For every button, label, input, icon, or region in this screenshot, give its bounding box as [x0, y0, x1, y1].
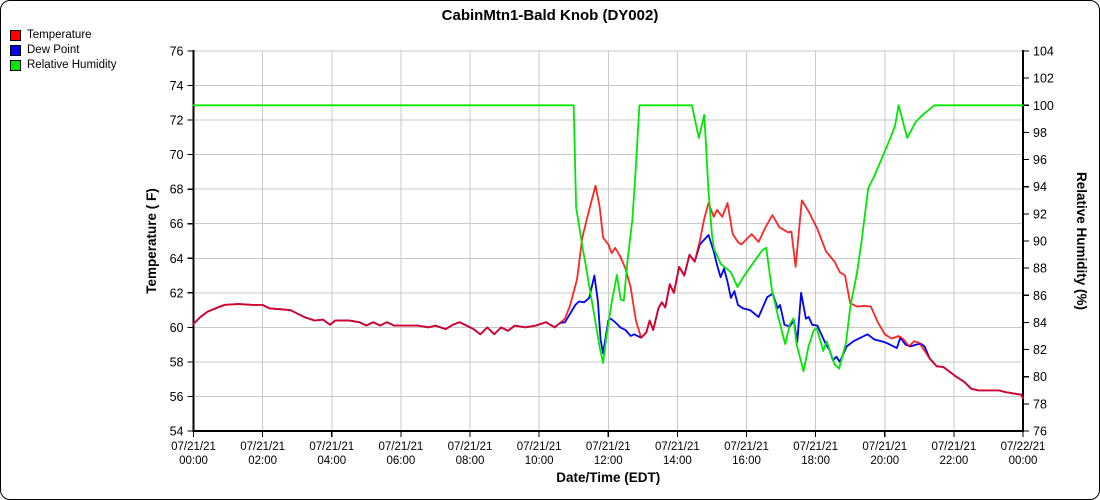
- x-tick-date-label: 07/21/21: [862, 441, 907, 453]
- y-left-tick-label: 76: [170, 45, 184, 59]
- x-tick-date-label: 07/21/21: [171, 441, 216, 453]
- x-tick-time-label: 08:00: [456, 455, 485, 467]
- x-tick-date-label: 07/21/21: [655, 441, 700, 453]
- x-tick-date-label: 07/21/21: [378, 441, 423, 453]
- y-right-tick-label: 76: [1033, 425, 1047, 439]
- x-tick-date-label: 07/21/21: [309, 441, 354, 453]
- x-tick-time-label: 16:00: [732, 455, 761, 467]
- x-tick-time-label: 14:00: [663, 455, 692, 467]
- relative-humidity-line: [192, 104, 1024, 373]
- x-tick-time-label: 20:00: [870, 455, 899, 467]
- temperature-line: [192, 184, 1024, 400]
- legend-item-temperature: Temperature: [10, 28, 116, 42]
- y-right-tick-label: 96: [1033, 153, 1047, 167]
- x-tick-time-label: 06:00: [386, 455, 415, 467]
- x-tick-date-label: 07/21/21: [586, 441, 631, 453]
- y-left-tick-label: 54: [170, 425, 184, 439]
- dew-point-swatch-icon: [10, 44, 21, 56]
- x-tick-time-label: 10:00: [525, 455, 554, 467]
- relative-humidity-swatch-icon: [10, 59, 21, 71]
- y-right-tick-label: 102: [1033, 72, 1054, 86]
- x-tick-time-label: 04:00: [317, 455, 346, 467]
- x-axis-title: Date/Time (EDT): [556, 470, 660, 485]
- y-right-tick-label: 98: [1033, 126, 1047, 140]
- legend-item-dew-point: Dew Point: [10, 43, 116, 57]
- y-left-tick-label: 64: [170, 252, 184, 266]
- x-tick-date-label: 07/21/21: [517, 441, 562, 453]
- legend: Temperature Dew Point Relative Humidity: [10, 28, 116, 73]
- y-right-axis-title: Relative Humidity (%): [1074, 172, 1089, 310]
- legend-label: Temperature: [27, 29, 92, 41]
- y-right-tick-label: 80: [1033, 370, 1047, 384]
- x-tick-date-label: 07/21/21: [931, 441, 976, 453]
- x-tick-time-label: 00:00: [1009, 455, 1038, 467]
- y-right-tick-label: 92: [1033, 207, 1047, 221]
- y-left-tick-label: 72: [170, 114, 184, 128]
- y-left-axis-title: Temperature ( F): [144, 188, 159, 294]
- y-left-tick-label: 74: [170, 79, 184, 93]
- y-right-tick-label: 88: [1033, 262, 1047, 276]
- x-tick-date-label: 07/21/21: [724, 441, 769, 453]
- y-left-tick-label: 60: [170, 321, 184, 335]
- x-tick-time-label: 00:00: [179, 455, 208, 467]
- x-tick-time-label: 02:00: [248, 455, 277, 467]
- temperature-swatch-icon: [10, 29, 21, 41]
- y-right-tick-label: 100: [1033, 99, 1054, 113]
- x-tick-time-label: 18:00: [801, 455, 830, 467]
- x-tick-time-label: 12:00: [594, 455, 623, 467]
- x-tick-date-label: 07/21/21: [240, 441, 285, 453]
- y-left-tick-label: 66: [170, 217, 184, 231]
- y-right-tick-label: 84: [1033, 316, 1047, 330]
- y-right-tick-label: 104: [1033, 45, 1054, 59]
- legend-label: Dew Point: [27, 44, 80, 56]
- y-left-tick-label: 58: [170, 355, 184, 369]
- y-right-tick-label: 90: [1033, 235, 1047, 249]
- y-right-tick-label: 86: [1033, 289, 1047, 303]
- x-tick-date-label: 07/22/21: [1001, 441, 1046, 453]
- y-left-tick-label: 68: [170, 183, 184, 197]
- y-left-tick-label: 56: [170, 390, 184, 404]
- legend-label: Relative Humidity: [27, 59, 117, 71]
- y-left-tick-label: 62: [170, 286, 184, 300]
- x-tick-date-label: 07/21/21: [448, 441, 493, 453]
- chart-title: CabinMtn1-Bald Knob (DY002): [441, 7, 659, 24]
- x-tick-time-label: 22:00: [939, 455, 968, 467]
- y-right-tick-label: 78: [1033, 397, 1047, 411]
- x-tick-date-label: 07/21/21: [793, 441, 838, 453]
- y-left-tick-label: 70: [170, 148, 184, 162]
- y-right-tick-label: 82: [1033, 343, 1047, 357]
- y-right-tick-label: 94: [1033, 180, 1047, 194]
- legend-item-relative-humidity: Relative Humidity: [10, 58, 116, 72]
